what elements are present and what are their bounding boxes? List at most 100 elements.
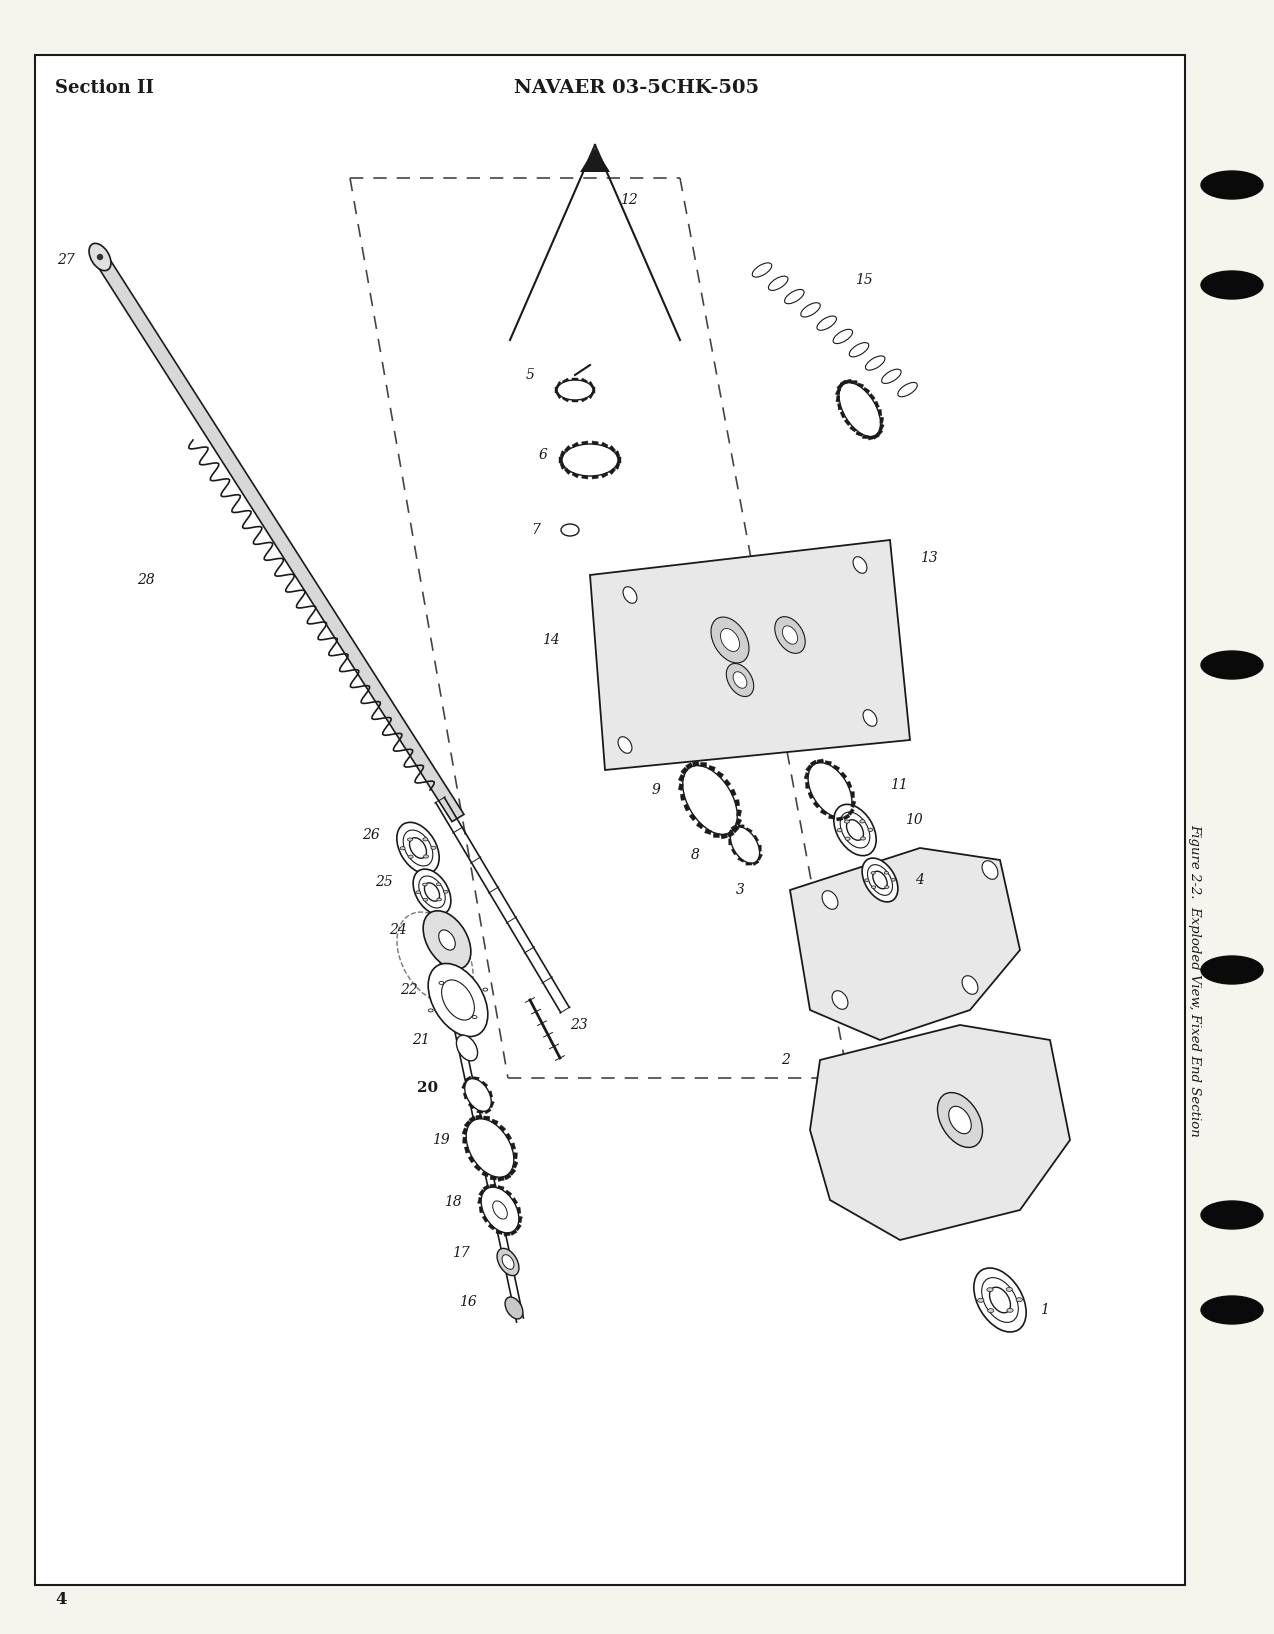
Ellipse shape xyxy=(1201,650,1263,680)
Polygon shape xyxy=(878,410,882,415)
Polygon shape xyxy=(880,417,884,423)
Polygon shape xyxy=(697,822,703,828)
Polygon shape xyxy=(857,382,864,387)
Ellipse shape xyxy=(437,899,441,900)
Polygon shape xyxy=(837,817,843,820)
Polygon shape xyxy=(745,863,752,864)
Text: 4: 4 xyxy=(55,1592,66,1608)
Polygon shape xyxy=(609,446,615,453)
Polygon shape xyxy=(511,1230,517,1235)
Ellipse shape xyxy=(428,1008,433,1011)
Polygon shape xyxy=(592,475,599,479)
Polygon shape xyxy=(601,443,608,448)
Polygon shape xyxy=(747,828,753,832)
Polygon shape xyxy=(519,1216,522,1222)
Text: 16: 16 xyxy=(459,1296,476,1309)
Polygon shape xyxy=(581,397,587,402)
Polygon shape xyxy=(820,809,827,815)
Polygon shape xyxy=(753,861,759,866)
Polygon shape xyxy=(840,412,845,418)
Ellipse shape xyxy=(465,1078,492,1111)
Ellipse shape xyxy=(860,820,865,824)
Ellipse shape xyxy=(884,871,888,874)
Ellipse shape xyxy=(868,864,893,895)
Polygon shape xyxy=(572,443,578,448)
Ellipse shape xyxy=(440,982,443,984)
Ellipse shape xyxy=(1201,956,1263,984)
Ellipse shape xyxy=(1201,1201,1263,1229)
Ellipse shape xyxy=(898,382,917,397)
Polygon shape xyxy=(513,1152,517,1159)
Ellipse shape xyxy=(726,663,754,696)
Ellipse shape xyxy=(417,891,420,894)
Polygon shape xyxy=(754,835,758,842)
Polygon shape xyxy=(469,1116,476,1123)
Polygon shape xyxy=(836,395,840,402)
Polygon shape xyxy=(862,436,869,438)
Text: 3: 3 xyxy=(736,882,745,897)
Ellipse shape xyxy=(977,1299,984,1302)
Polygon shape xyxy=(873,433,879,440)
Polygon shape xyxy=(490,1176,497,1180)
Ellipse shape xyxy=(982,861,998,879)
Polygon shape xyxy=(580,149,610,172)
Polygon shape xyxy=(498,1186,505,1190)
Text: 14: 14 xyxy=(543,632,561,647)
Ellipse shape xyxy=(424,882,440,902)
Text: Section II: Section II xyxy=(55,78,154,96)
Text: 5: 5 xyxy=(526,368,535,382)
Ellipse shape xyxy=(873,871,887,889)
Polygon shape xyxy=(559,458,562,462)
Ellipse shape xyxy=(840,382,880,436)
Polygon shape xyxy=(845,379,851,384)
Polygon shape xyxy=(810,760,817,766)
Text: 1: 1 xyxy=(1040,1302,1049,1317)
Polygon shape xyxy=(680,768,688,775)
Text: 4: 4 xyxy=(915,873,924,887)
Polygon shape xyxy=(684,804,689,810)
Polygon shape xyxy=(589,392,594,399)
Ellipse shape xyxy=(837,828,842,832)
Polygon shape xyxy=(716,771,724,778)
Text: 22: 22 xyxy=(400,984,418,997)
Polygon shape xyxy=(805,765,812,771)
Polygon shape xyxy=(877,430,883,436)
Ellipse shape xyxy=(846,820,864,840)
Polygon shape xyxy=(490,1101,494,1108)
Ellipse shape xyxy=(403,830,433,866)
Ellipse shape xyxy=(438,930,455,949)
Polygon shape xyxy=(856,431,862,436)
Polygon shape xyxy=(469,1155,474,1163)
Polygon shape xyxy=(506,1132,512,1141)
Polygon shape xyxy=(685,763,693,770)
Ellipse shape xyxy=(782,626,798,644)
Text: 23: 23 xyxy=(569,1018,587,1033)
Ellipse shape xyxy=(868,828,873,832)
Ellipse shape xyxy=(409,838,427,858)
Ellipse shape xyxy=(865,356,885,371)
Polygon shape xyxy=(864,387,870,394)
Ellipse shape xyxy=(557,381,592,400)
Polygon shape xyxy=(843,814,850,820)
Polygon shape xyxy=(841,771,847,778)
Polygon shape xyxy=(615,462,620,469)
Polygon shape xyxy=(708,765,715,771)
Ellipse shape xyxy=(419,876,445,909)
Ellipse shape xyxy=(483,989,488,992)
Ellipse shape xyxy=(400,846,405,850)
Polygon shape xyxy=(724,779,731,786)
Text: 2: 2 xyxy=(781,1052,790,1067)
Ellipse shape xyxy=(987,1309,994,1312)
Polygon shape xyxy=(729,838,731,845)
Ellipse shape xyxy=(801,302,820,317)
Ellipse shape xyxy=(443,891,448,894)
Polygon shape xyxy=(557,392,561,399)
Polygon shape xyxy=(837,404,841,410)
Polygon shape xyxy=(482,1172,489,1176)
Text: 8: 8 xyxy=(691,848,699,863)
Polygon shape xyxy=(503,1232,510,1237)
Polygon shape xyxy=(879,423,884,431)
Polygon shape xyxy=(817,758,823,763)
Ellipse shape xyxy=(990,1288,1010,1312)
Polygon shape xyxy=(485,1109,490,1114)
